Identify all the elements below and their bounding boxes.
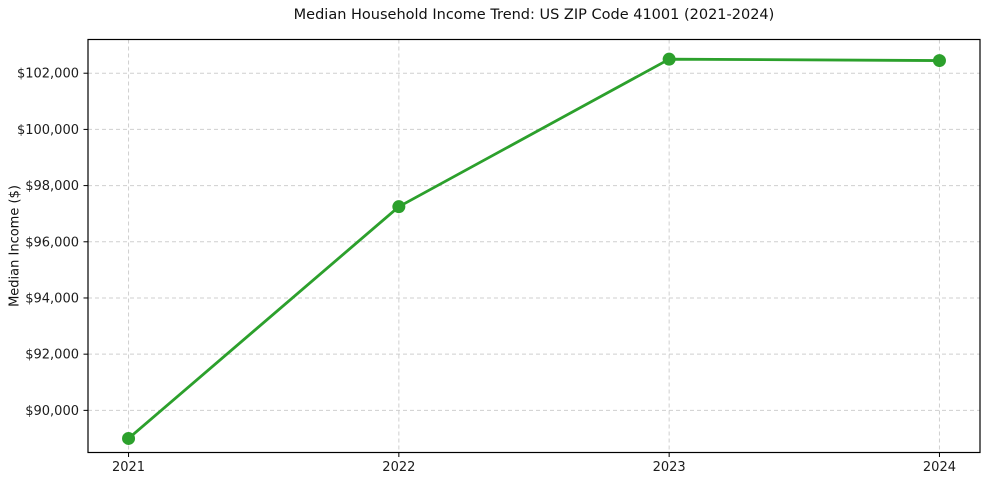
y-tick-label: $102,000 [17,67,79,82]
data-point-marker [122,431,136,445]
x-tick-label: 2022 [382,460,415,475]
y-tick-label: $90,000 [25,404,79,419]
y-tick-label: $92,000 [25,348,79,363]
x-tick-label: 2023 [653,460,686,475]
data-point-marker [392,200,406,214]
series-line [127,57,941,440]
data-point-marker [932,54,946,68]
x-tick-label: 2021 [112,460,145,475]
y-tick-label: $98,000 [25,179,79,194]
y-tick-label: $100,000 [17,123,79,138]
y-tick-label: $94,000 [25,291,79,306]
data-point-marker [662,52,676,66]
x-tick-label: 2024 [923,460,956,475]
plot-border [87,38,981,454]
chart-title: Median Household Income Trend: US ZIP Co… [293,7,775,23]
y-tick-label: $96,000 [25,235,79,250]
